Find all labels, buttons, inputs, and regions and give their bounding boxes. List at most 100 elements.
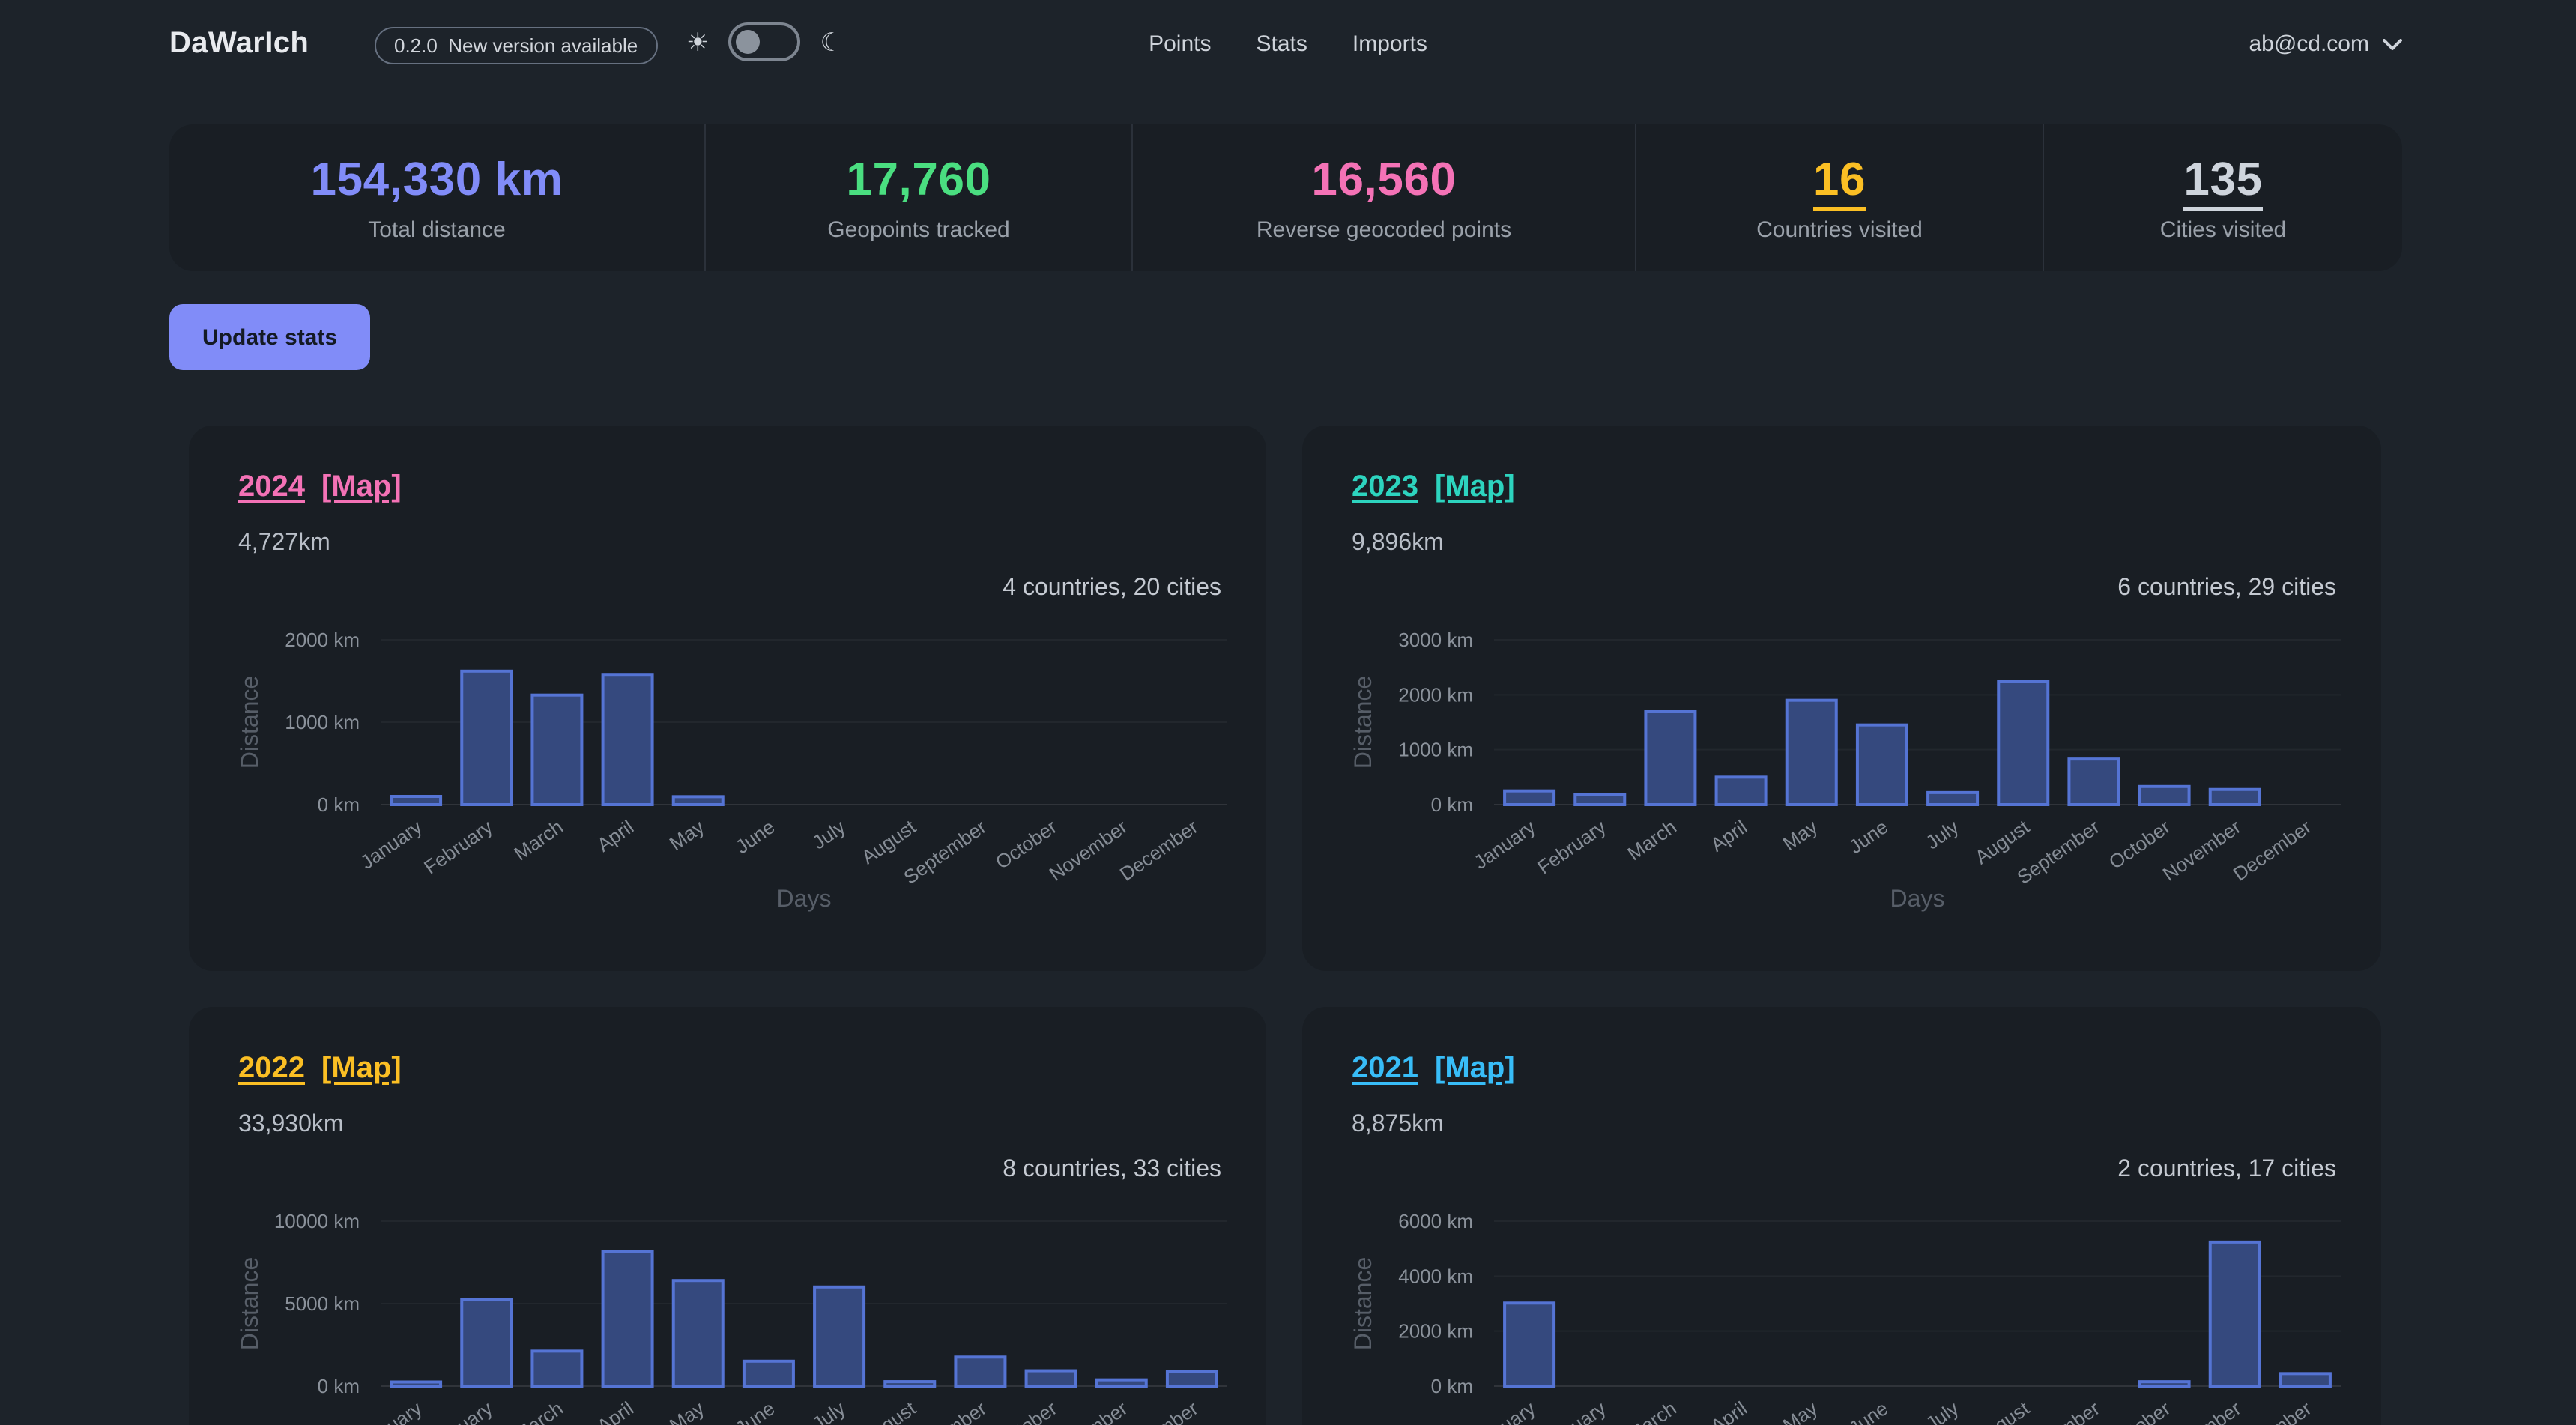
main-nav: Points Stats Imports	[1149, 31, 1427, 57]
year-summary: 6 countries, 29 cities	[2117, 575, 2336, 601]
theme-toggle[interactable]	[728, 22, 801, 61]
top-nav-bar: DaWarIch 0.2.0 New version available ☀ ☾…	[0, 0, 2576, 93]
year-distance: 33,930km	[238, 1112, 344, 1137]
nav-link-imports[interactable]: Imports	[1352, 31, 1427, 57]
x-tick-label: January	[357, 815, 426, 874]
chart-bar	[2138, 784, 2191, 807]
chart-bar	[530, 1349, 584, 1388]
x-tick-label: August	[1971, 1397, 2034, 1425]
y-axis-title: Distance	[236, 1257, 263, 1351]
x-tick-label: June	[731, 815, 778, 858]
chart-bar	[530, 693, 584, 806]
x-axis-title: Days	[777, 885, 832, 912]
x-tick-label: February	[1533, 815, 1609, 878]
chart-bar	[1095, 1378, 1148, 1388]
year-link-2023[interactable]: 2023	[1352, 471, 1418, 503]
x-tick-label: May	[1779, 815, 1821, 855]
year-cards-grid: 2024 [Map] 4,727km 4 countries, 20 citie…	[189, 426, 2381, 1425]
stat-reverse-geocoded: 16,560 Reverse geocoded points	[1131, 124, 1635, 271]
x-tick-label: December	[2229, 815, 2316, 886]
chart-bar	[1024, 1369, 1077, 1388]
year-summary: 4 countries, 20 cities	[1003, 575, 1221, 601]
map-link-2021[interactable]: [Map]	[1435, 1052, 1515, 1085]
y-tick-label: 1000 km	[1398, 739, 1473, 761]
chart-bar	[1714, 775, 1768, 806]
x-tick-label: August	[857, 815, 920, 868]
x-tick-label: January	[1470, 1397, 1540, 1425]
chart-bar	[2138, 1380, 2191, 1388]
nav-link-stats[interactable]: Stats	[1256, 31, 1307, 57]
y-tick-label: 0 km	[1431, 793, 1473, 816]
chart-bar	[460, 669, 513, 806]
app-logo[interactable]: DaWarIch	[169, 27, 309, 60]
stat-cities-visited: 135 Cities visited	[2043, 124, 2402, 271]
stat-label: Cities visited	[2159, 217, 2287, 243]
y-tick-label: 1000 km	[285, 711, 360, 733]
stat-label: Reverse geocoded points	[1256, 217, 1512, 243]
x-tick-label: April	[1706, 815, 1751, 856]
chart-bar	[813, 1285, 866, 1388]
year-link-2024[interactable]: 2024	[238, 471, 305, 503]
chart-bar	[1503, 789, 1556, 807]
x-tick-label: April	[1706, 1397, 1751, 1425]
y-tick-label: 3000 km	[1398, 629, 1473, 651]
y-tick-label: 0 km	[1431, 1375, 1473, 1397]
chart-bar	[1926, 790, 1980, 807]
version-badge[interactable]: 0.2.0 New version available	[375, 27, 658, 64]
year-card-2022: 2022 [Map] 33,930km 8 countries, 33 citi…	[189, 1007, 1266, 1425]
year-link-2022[interactable]: 2022	[238, 1052, 305, 1085]
y-axis-title: Distance	[236, 676, 263, 769]
x-tick-label: October	[991, 1397, 1061, 1425]
x-tick-label: August	[1971, 815, 2034, 868]
y-tick-label: 0 km	[318, 793, 360, 816]
chevron-down-icon	[2383, 38, 2402, 49]
stats-row: 154,330 km Total distance 17,760 Geopoin…	[169, 124, 2402, 271]
year-card-header: 2022 [Map]	[238, 1052, 1221, 1086]
chart-bar	[1785, 698, 1838, 806]
countries-visited-link[interactable]: 16	[1812, 153, 1866, 211]
x-tick-label: July	[808, 1397, 849, 1425]
map-link-2022[interactable]: [Map]	[321, 1052, 402, 1085]
year-distance: 9,896km	[1352, 530, 1444, 556]
x-tick-label: August	[857, 1397, 920, 1425]
y-tick-label: 5000 km	[285, 1292, 360, 1315]
chart-bar	[390, 1380, 443, 1388]
chart-bar	[883, 1380, 937, 1388]
x-tick-label: May	[665, 1397, 708, 1425]
chart-bar	[742, 1359, 795, 1388]
year-card-header: 2021 [Map]	[1352, 1052, 2336, 1086]
chart-bar	[601, 1250, 654, 1388]
x-tick-label: October	[2105, 1397, 2174, 1425]
x-tick-label: March	[510, 1397, 566, 1425]
distance-chart-2023: 3000 km 2000 km 1000 km 0 km January February…	[1317, 605, 2366, 953]
x-tick-label: May	[665, 815, 708, 855]
x-tick-label: July	[808, 815, 849, 853]
chart-bar	[2208, 787, 2261, 806]
x-tick-label: March	[510, 815, 566, 865]
x-tick-label: June	[1845, 1397, 1892, 1425]
x-tick-label: March	[1623, 815, 1680, 865]
update-stats-button[interactable]: Update stats	[169, 304, 371, 370]
x-tick-label: January	[1470, 815, 1540, 874]
year-link-2021[interactable]: 2021	[1352, 1052, 1418, 1085]
y-axis-title: Distance	[1349, 1257, 1376, 1351]
y-tick-label: 4000 km	[1398, 1265, 1473, 1287]
nav-link-points[interactable]: Points	[1149, 31, 1212, 57]
chart-bar	[671, 1279, 725, 1388]
stat-label: Total distance	[368, 217, 506, 243]
stat-label: Geopoints tracked	[827, 217, 1010, 243]
cities-visited-link[interactable]: 135	[2183, 153, 2263, 211]
y-tick-label: 6000 km	[1398, 1210, 1473, 1232]
x-tick-label: February	[420, 1397, 496, 1425]
map-link-2024[interactable]: [Map]	[321, 471, 402, 503]
x-tick-label: March	[1623, 1397, 1680, 1425]
account-menu[interactable]: ab@cd.com	[2249, 31, 2402, 57]
map-link-2023[interactable]: [Map]	[1435, 471, 1515, 503]
y-tick-label: 10000 km	[274, 1210, 360, 1232]
stat-value: 16,560	[1311, 153, 1457, 205]
year-distance: 8,875km	[1352, 1112, 1444, 1137]
